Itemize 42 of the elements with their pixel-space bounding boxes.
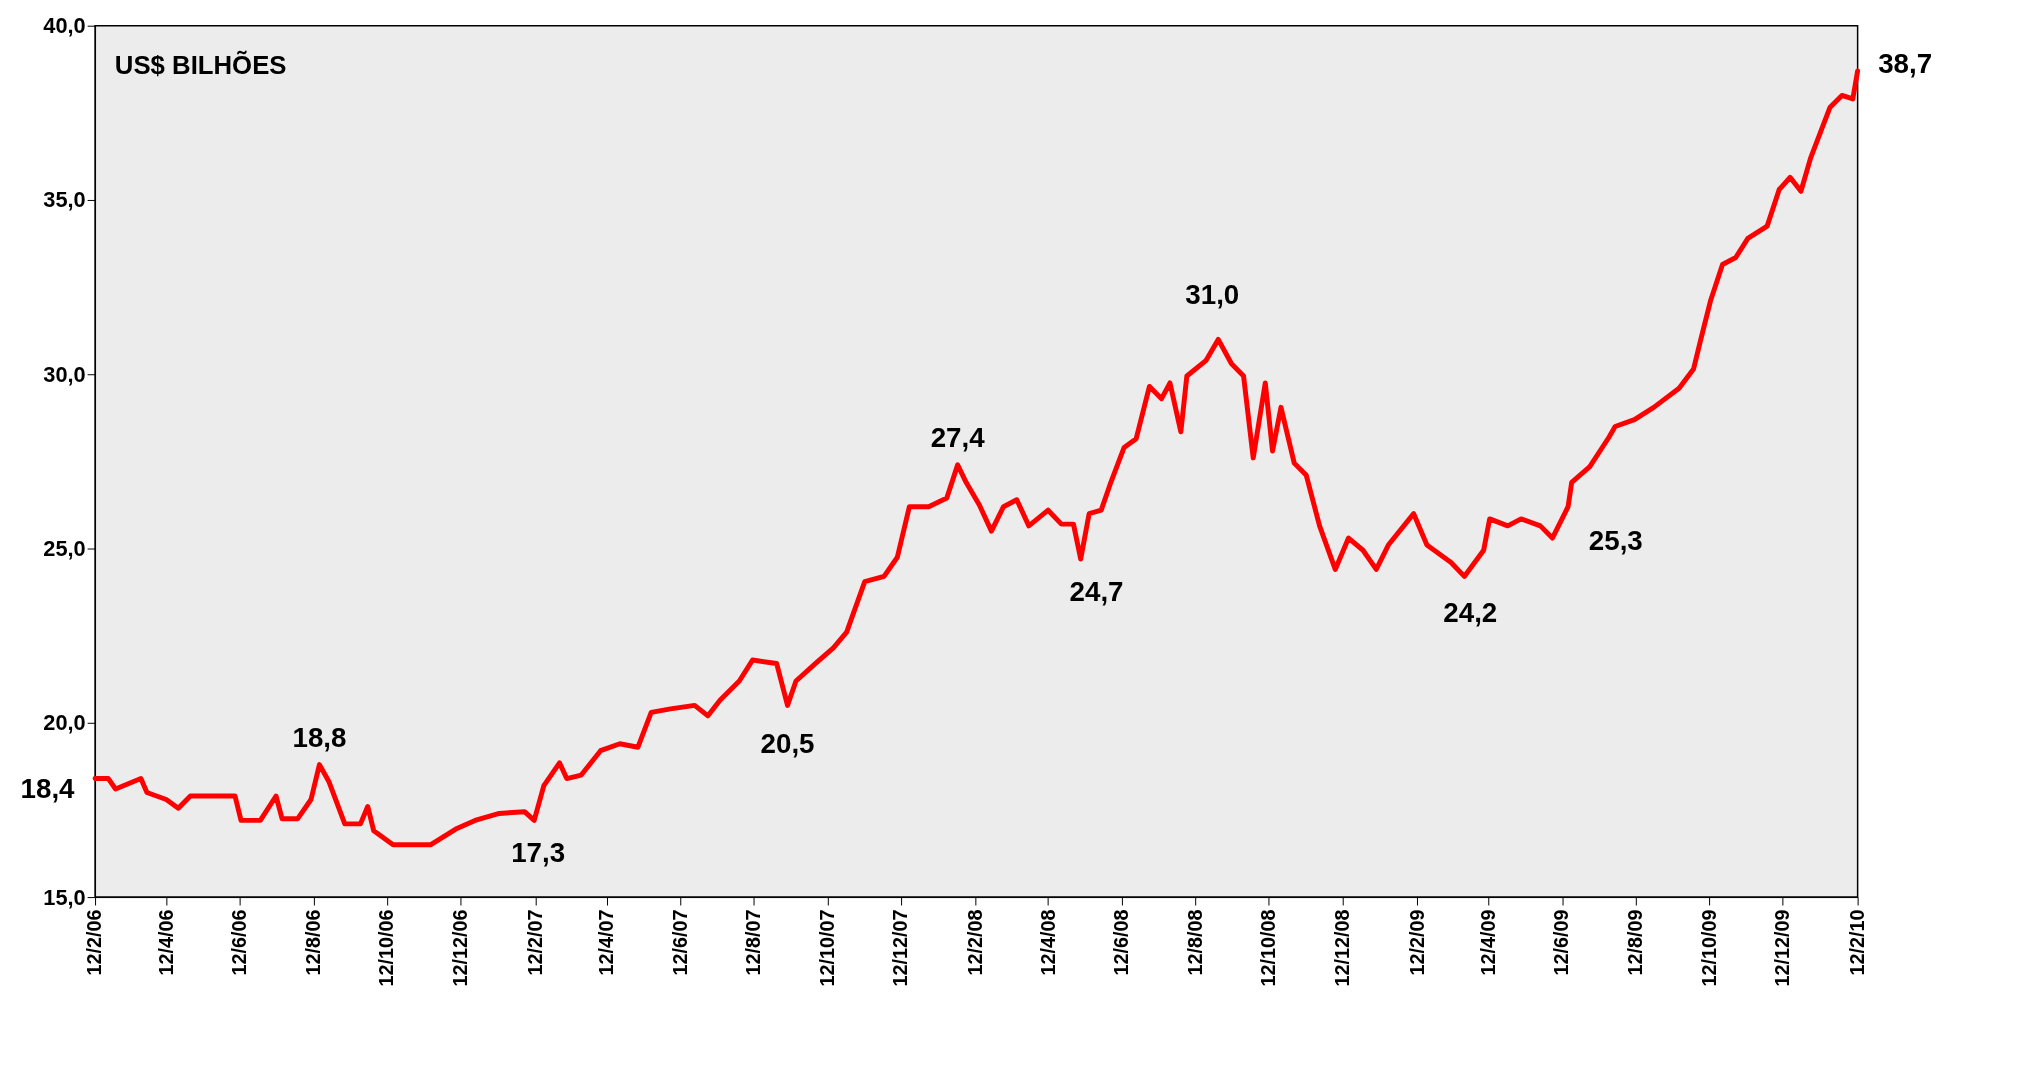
- x-tick-label: 12/12/07: [889, 909, 912, 987]
- x-tick-label: 12/8/08: [1183, 909, 1206, 976]
- annotation: 24,7: [1069, 575, 1124, 607]
- x-tick-label: 12/4/09: [1476, 909, 1499, 976]
- annotation: 18,4: [20, 773, 76, 805]
- annotation: 38,7: [1878, 47, 1933, 79]
- x-tick-label: 12/4/08: [1036, 909, 1059, 976]
- x-tick-label: 12/8/06: [301, 909, 324, 976]
- x-tick-label: 12/4/07: [595, 909, 618, 976]
- x-tick-label: 12/10/08: [1257, 909, 1280, 987]
- y-tick-label: 15,0: [43, 884, 86, 910]
- x-tick-label: 12/4/06: [154, 909, 177, 976]
- x-tick-label: 12/2/08: [964, 909, 987, 976]
- y-tick-label: 40,0: [43, 13, 86, 39]
- y-tick-label: 20,0: [43, 710, 86, 736]
- x-tick-label: 12/6/07: [668, 909, 691, 976]
- x-tick-label: 12/12/06: [449, 909, 472, 987]
- x-tick-label: 12/8/07: [742, 909, 765, 976]
- annotation: 18,8: [292, 721, 347, 753]
- y-tick-label: 30,0: [43, 361, 86, 387]
- annotation: 17,3: [511, 836, 566, 868]
- x-tick-label: 12/6/08: [1110, 909, 1133, 976]
- x-tick-label: 12/10/09: [1697, 909, 1720, 987]
- x-tick-label: 12/12/08: [1330, 909, 1353, 987]
- x-tick-label: 12/10/06: [375, 909, 398, 987]
- annotation: 24,2: [1443, 596, 1498, 628]
- x-tick-label: 12/2/09: [1405, 909, 1428, 976]
- annotation: 27,4: [930, 422, 986, 454]
- x-tick-label: 12/6/09: [1550, 909, 1573, 976]
- x-tick-label: 12/2/06: [83, 909, 106, 976]
- annotation: 20,5: [760, 727, 815, 759]
- x-tick-label: 12/2/07: [523, 909, 546, 976]
- x-tick-label: 12/10/07: [815, 909, 838, 987]
- y-tick-label: 35,0: [43, 187, 86, 213]
- x-tick-label: 12/2/10: [1846, 909, 1869, 976]
- annotation: 25,3: [1588, 524, 1643, 556]
- annotation: 31,0: [1185, 278, 1240, 310]
- x-tick-label: 12/12/09: [1771, 909, 1794, 987]
- y-tick-label: 25,0: [43, 535, 86, 561]
- y-axis-title: US$ BILHÕES: [114, 50, 287, 80]
- x-tick-label: 12/6/06: [228, 909, 251, 976]
- x-tick-label: 12/8/09: [1624, 909, 1647, 976]
